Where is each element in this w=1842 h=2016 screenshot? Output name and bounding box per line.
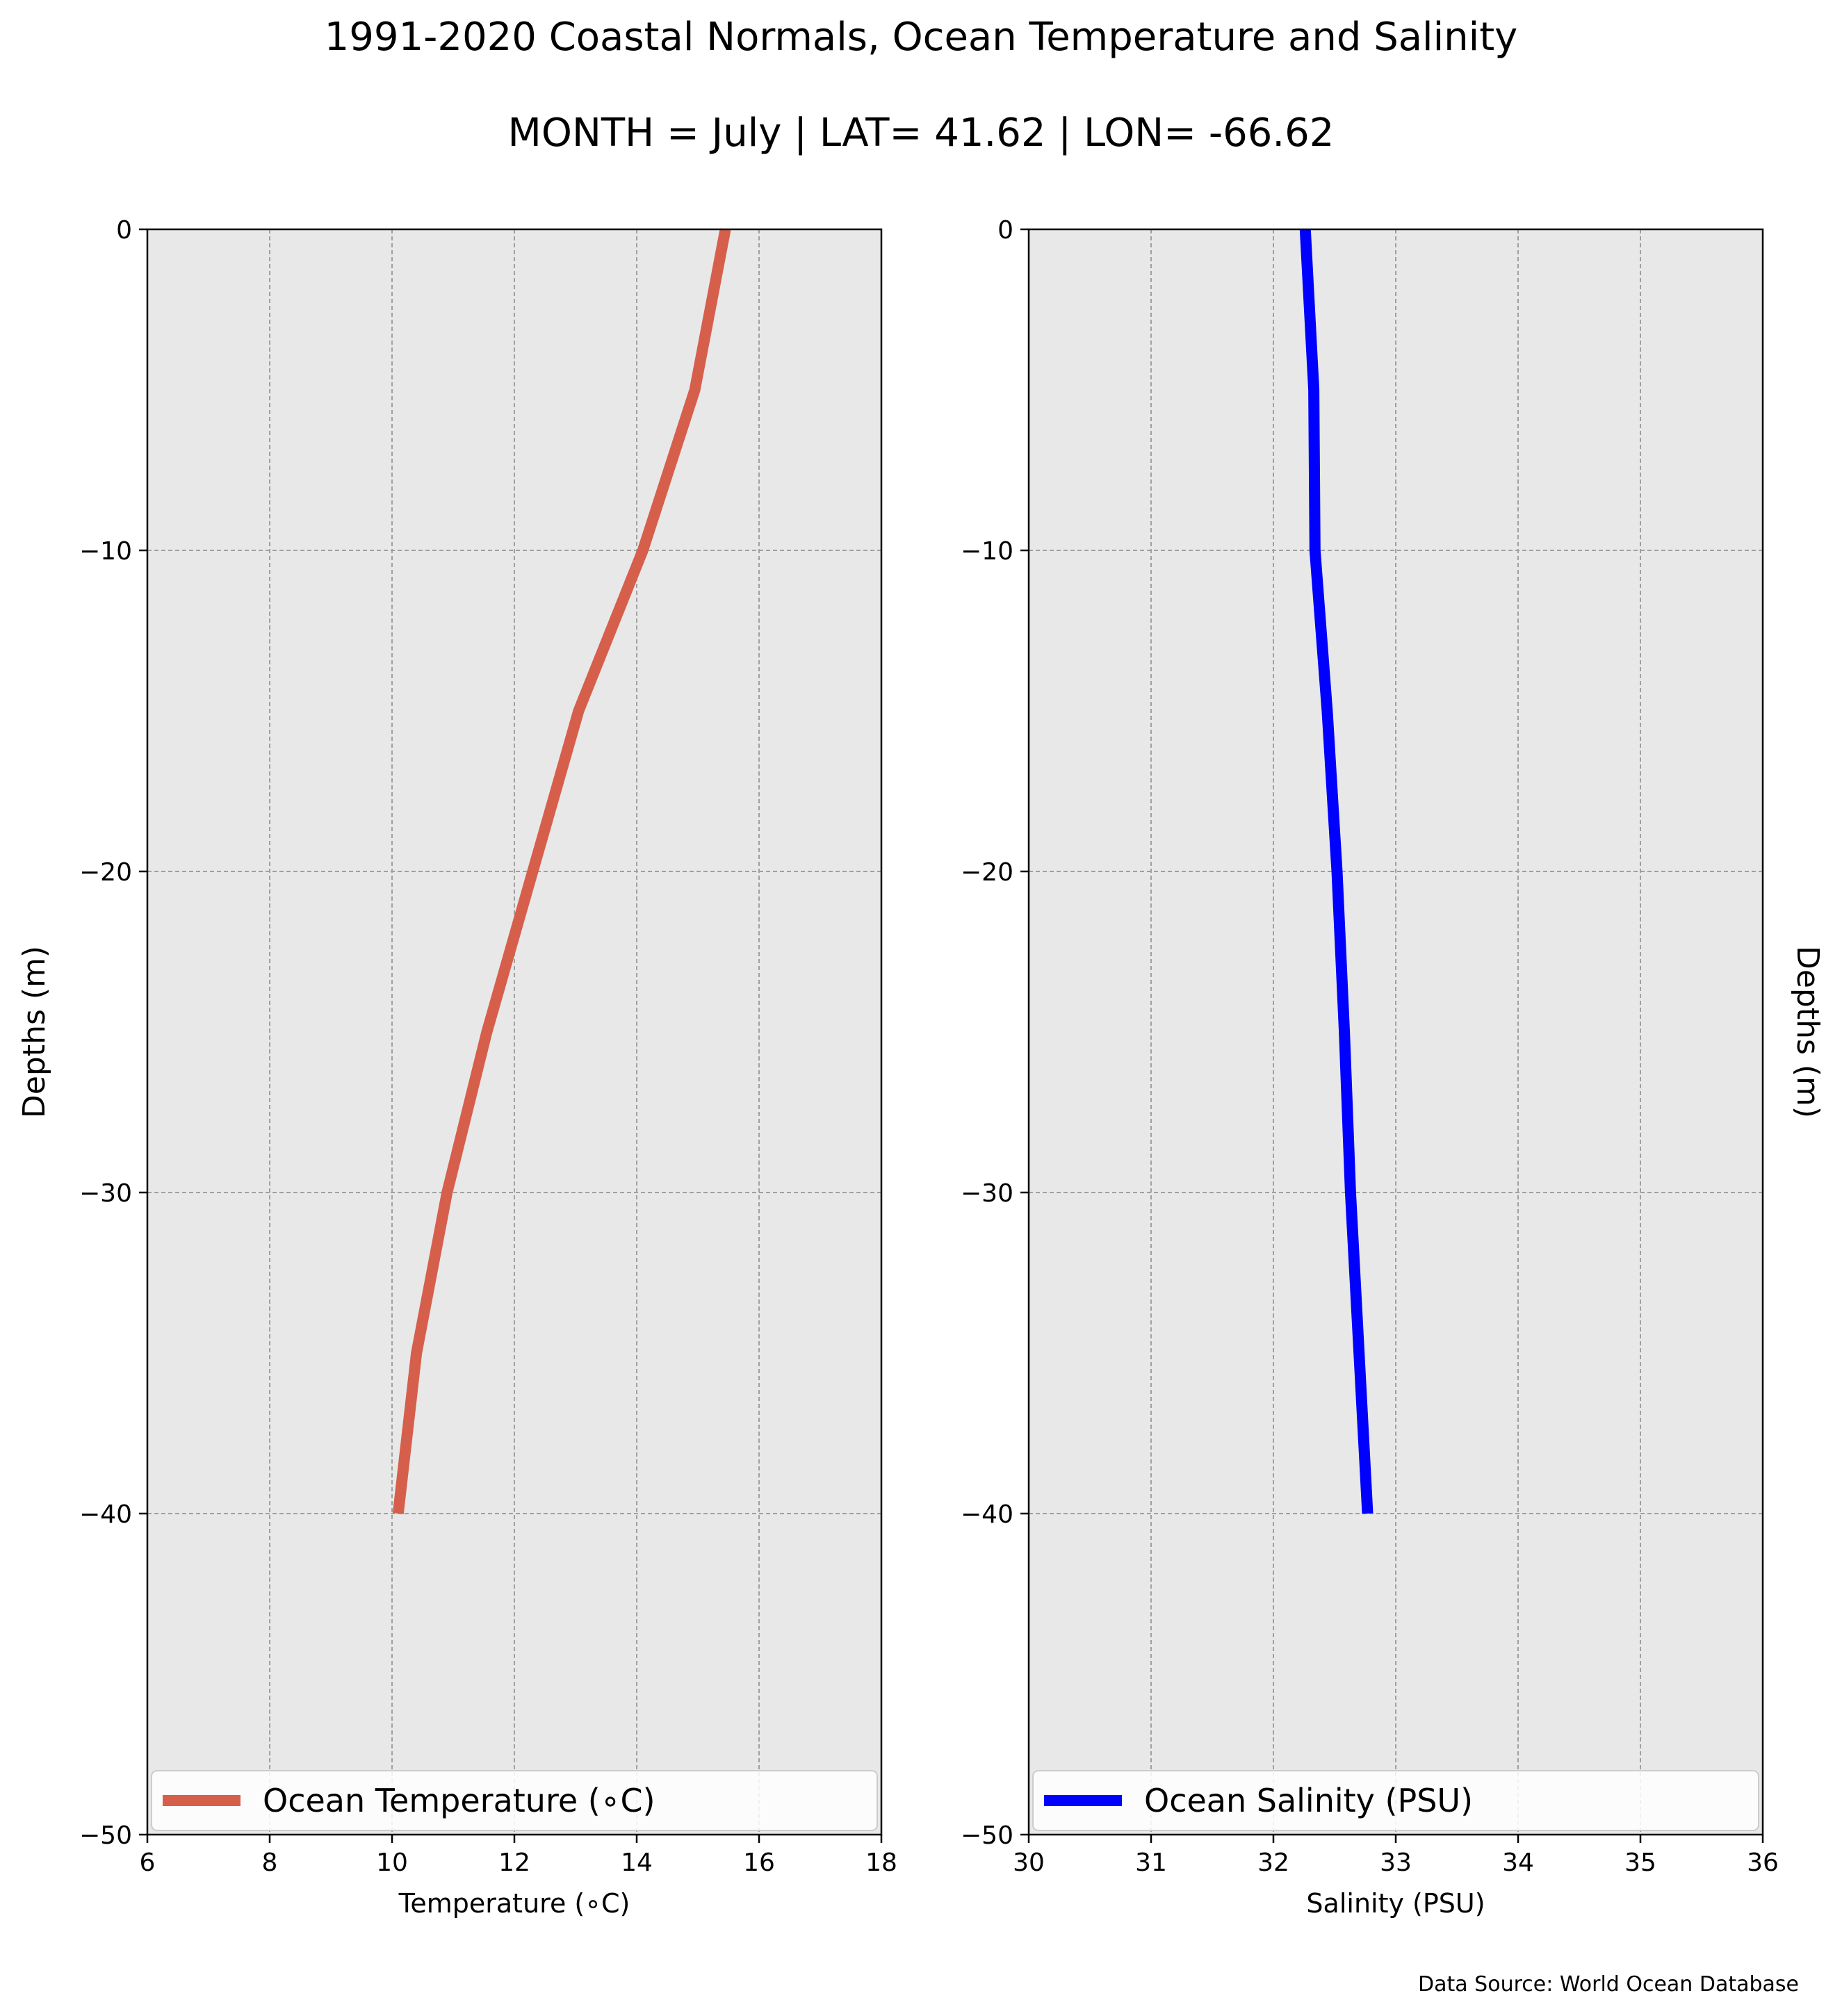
x-tick-label: 8 <box>262 1849 278 1877</box>
legend-entry: Ocean Temperature (∘C) <box>263 1782 655 1819</box>
y-axis-label: Depths (m) <box>17 946 52 1118</box>
y-tick-label: −30 <box>961 1179 1013 1208</box>
x-axis-label: Temperature (∘C) <box>398 1888 630 1919</box>
y-axis-label: Depths (m) <box>1790 946 1825 1118</box>
legend: Ocean Salinity (PSU) <box>1032 1770 1759 1831</box>
x-tick-label: 35 <box>1624 1849 1656 1877</box>
x-tick-label: 31 <box>1135 1849 1167 1877</box>
x-tick-label: 10 <box>376 1849 408 1877</box>
y-tick-label: −20 <box>961 858 1013 887</box>
series-line-salinity <box>1299 229 1374 1514</box>
x-tick-label: 18 <box>865 1849 897 1877</box>
legend-box <box>151 1770 878 1831</box>
x-tick-label: 16 <box>743 1849 775 1877</box>
figure-subtitle: MONTH = July | LAT= 41.62 | LON= -66.62 <box>508 110 1335 156</box>
x-tick-label: 36 <box>1747 1849 1779 1877</box>
x-tick-label: 12 <box>498 1849 530 1877</box>
y-tick-label: −50 <box>961 1821 1013 1850</box>
series-line-temperature <box>392 228 731 1514</box>
legend: Ocean Temperature (∘C) <box>151 1770 878 1831</box>
y-tick-label: −20 <box>79 858 132 887</box>
x-tick-label: 32 <box>1257 1849 1289 1877</box>
x-tick-label: 34 <box>1502 1849 1534 1877</box>
data-source-note: Data Source: World Ocean Database <box>1418 1972 1799 1997</box>
legend-entry: Ocean Salinity (PSU) <box>1144 1782 1473 1819</box>
y-tick-label: −10 <box>961 537 1013 566</box>
y-tick-label: −30 <box>79 1179 132 1208</box>
x-tick-label: 6 <box>140 1849 156 1877</box>
x-tick-label: 33 <box>1380 1849 1412 1877</box>
y-tick-label: 0 <box>116 216 132 245</box>
y-tick-label: −10 <box>79 537 132 566</box>
x-axis-label: Salinity (PSU) <box>1306 1888 1485 1919</box>
legend-box <box>1032 1770 1759 1831</box>
y-tick-label: 0 <box>997 216 1013 245</box>
y-tick-label: −40 <box>961 1500 1013 1529</box>
y-tick-label: −50 <box>79 1821 132 1850</box>
x-tick-label: 14 <box>621 1849 653 1877</box>
temperature-panel: 6 8 10 12 14 16 18 0 −10 −20 −30 −40 −50 Temperature … <box>17 216 897 1919</box>
x-tick-label: 30 <box>1013 1849 1045 1877</box>
figure-title: 1991-2020 Coastal Normals, Ocean Tempera… <box>325 15 1518 60</box>
salinity-panel: 30 31 32 33 34 35 36 0 −10 −20 −30 −40 −50 Salinity (… <box>961 216 1825 1919</box>
y-tick-label: −40 <box>79 1500 132 1529</box>
